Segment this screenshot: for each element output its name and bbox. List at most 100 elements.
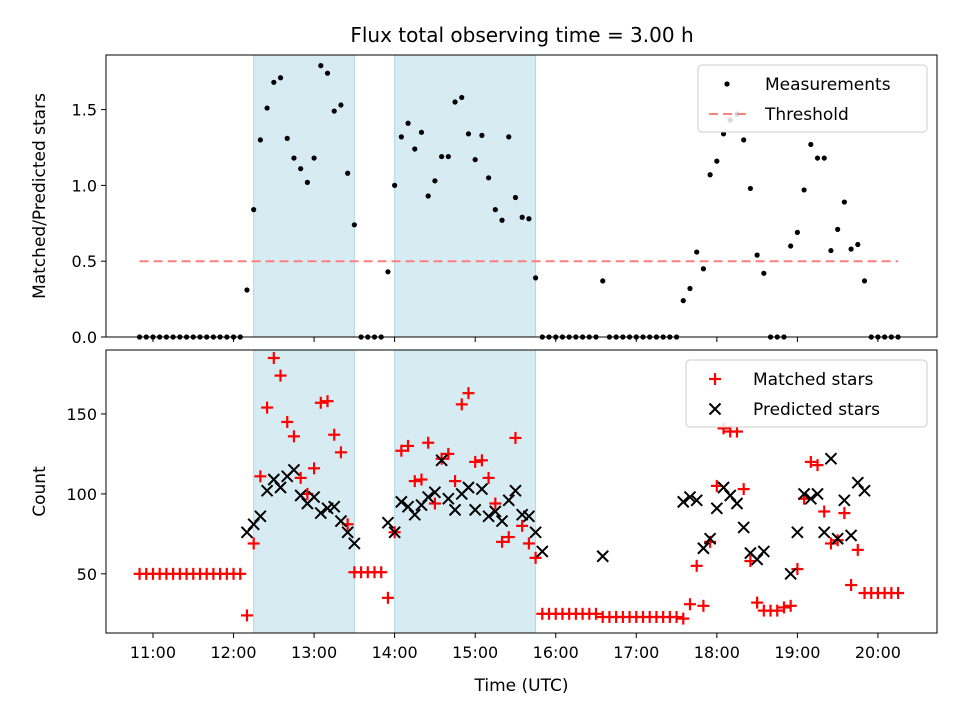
legend-box [697,64,928,133]
matched-stars-point [267,351,280,364]
legend-label: Threshold [764,105,849,125]
predicted-stars-point [495,514,509,528]
measurement-point [392,182,398,188]
matched-stars-point [415,473,428,486]
matched-stars-point [831,534,844,547]
predicted-stars-point [274,481,287,494]
matched-stars-point [737,483,750,496]
matched-stars-point [462,387,475,400]
matched-stars-point [851,543,864,556]
predicted-stars-point [522,510,536,523]
matched-stars-point [375,566,388,579]
matched-stars-point [502,531,515,544]
predicted-stars-point [421,490,435,504]
predicted-stars-point [435,454,448,467]
measurement-point [600,278,606,284]
measurement-point [244,287,250,293]
legend-label: Matched stars [753,370,873,390]
predicted-stars-point [388,526,401,539]
axes-frame [105,54,938,338]
x-axis-label: Time (UTC) [474,676,569,696]
predicted-stars-point [811,487,824,501]
matched-stars-point [234,567,247,580]
predicted-stars-point [536,545,549,558]
matched-stars-point [838,507,851,520]
legend-marker-measurements [724,81,730,87]
measurement-point [304,179,310,185]
x-tick-label: 18:00 [694,643,740,662]
predicted-stars-point [703,532,717,545]
measurement-point [432,178,438,184]
predicted-stars-point [260,484,274,497]
x-tick-label: 11:00 [130,643,176,662]
x-tick-label: 12:00 [210,643,256,662]
measurement-point [694,249,700,255]
x-tick-label: 14:00 [372,643,418,662]
predicted-stars-point [730,497,744,510]
y-tick-label: 150 [66,405,97,424]
predicted-stars-point [348,537,361,550]
matched-stars-point [247,537,260,550]
matched-stars-point [670,611,683,624]
matched-stars-point [677,612,690,625]
measurement-point [754,252,760,258]
predicted-stars-point [683,490,697,504]
matched-stars-point [529,551,542,564]
x-tick-label: 19:00 [774,643,820,662]
matched-stars-point [287,430,300,443]
matched-stars-point [482,471,495,484]
matched-stars-point [824,537,837,550]
measurement-point [788,243,794,249]
x-tick-label: 17:00 [613,643,659,662]
measurement-point [338,102,344,108]
matched-stars-point [590,607,603,620]
predicted-stars-point [287,463,301,477]
predicted-stars-point [254,510,267,523]
matched-stars-point [516,519,529,532]
predicted-stars-point [381,516,395,529]
y-axis-label: Count [30,466,50,517]
legend: Matched stars Predicted stars [685,359,928,428]
matched-stars-point [730,425,743,438]
measurement-point [814,155,821,161]
measurement-point [486,175,492,181]
measurement-point [291,155,297,161]
measurement-point [801,187,807,193]
matched-stars-point [475,454,488,467]
predicted-stars-point [408,508,421,521]
matched-stars-point [845,579,858,592]
matched-stars-point [314,396,327,409]
predicted-stars-point [677,495,690,509]
measurement-point [398,134,404,140]
predicted-stars-point [489,505,502,518]
measurement-point [519,214,525,220]
predicted-stars-point [428,486,442,499]
matched-stars-point [254,470,267,483]
predicted-stars-point [509,484,522,497]
measurement-point [385,269,391,275]
y-tick-label: 1.5 [72,101,97,120]
predicted-stars-point [804,492,818,505]
measurement-point [821,155,827,161]
measurement-point [794,229,800,235]
measurement-point [311,155,317,161]
matched-stars-point [509,431,522,444]
predicted-stars-point [328,500,341,513]
x-tick-label: 16:00 [533,643,579,662]
predicted-stars-point [442,492,455,505]
predicted-stars-point [818,526,831,539]
matched-stars-point [428,497,441,510]
matched-stars-point [381,591,394,604]
predicted-stars-point [757,545,771,558]
matched-stars-point [469,455,482,468]
legend-marker-predicted [708,402,722,416]
measurement-point [298,166,304,172]
matched-stars-point [328,428,341,441]
top-panel-ratio: 0.0 0.5 1.0 1.5 Matched/Predicted stars Measu… [30,54,938,347]
matched-stars-point [751,596,764,609]
measurement-point [264,105,270,111]
predicted-stars-point [341,526,354,539]
measurement-point [284,135,290,141]
predicted-stars-point [697,542,710,555]
predicted-stars-point [858,484,871,497]
